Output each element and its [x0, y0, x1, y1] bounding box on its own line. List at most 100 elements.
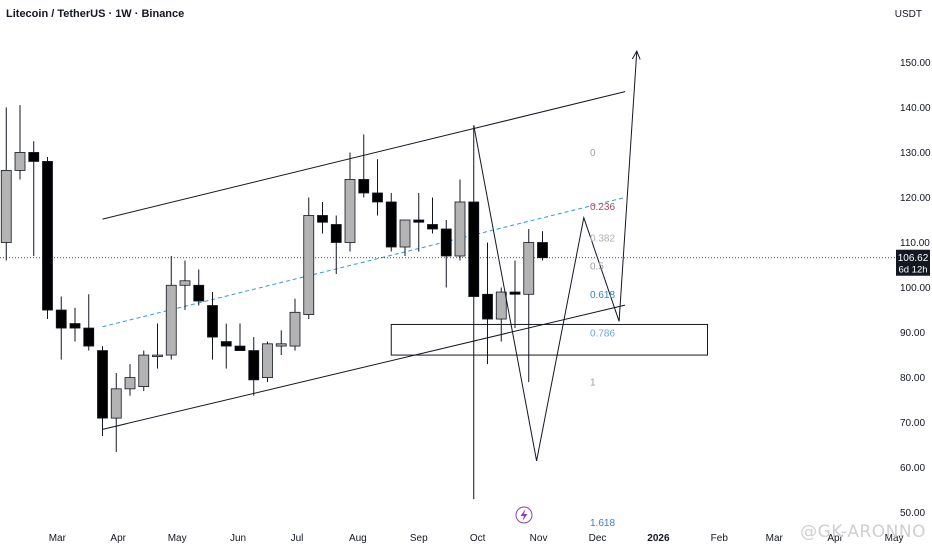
candle: [413, 192, 425, 252]
candle-body: [248, 350, 260, 381]
candle-body: [165, 284, 177, 356]
x-tick-label: Jun: [230, 533, 246, 544]
fib-level-label: 1: [590, 378, 596, 389]
candle: [193, 269, 205, 306]
fib-level-label: 0.382: [590, 233, 615, 244]
fib-dashed-line: [102, 196, 626, 328]
y-tick-label: 60.00: [900, 463, 925, 474]
candle-body: [179, 280, 191, 286]
candle: [97, 346, 108, 437]
fib-level-label: 0: [590, 148, 596, 159]
candle-body: [440, 228, 452, 257]
candle-body: [110, 388, 122, 419]
x-tick-label: 2026: [647, 533, 670, 544]
candle: [262, 341, 273, 383]
candle-body: [207, 305, 218, 338]
candle: [303, 197, 315, 320]
y-tick-label: 70.00: [900, 418, 925, 429]
candle-body: [97, 350, 108, 419]
y-tick-label: 110.00: [900, 238, 930, 249]
candle-body: [289, 311, 301, 347]
projection-arrowhead: [631, 49, 641, 60]
candle-body: [454, 201, 466, 257]
candle: [248, 337, 260, 396]
candle-body: [413, 219, 425, 223]
candle-body: [344, 179, 356, 243]
candle-body: [14, 152, 26, 171]
support-zone-layer: [390, 323, 708, 356]
lightning-bolt-icon[interactable]: [515, 506, 533, 524]
currency-label: USDT: [894, 9, 922, 20]
price-tag-value: 106.62: [898, 253, 929, 264]
candle: [385, 192, 397, 252]
chart-title: Litecoin / TetherUS · 1W · Binance: [6, 8, 185, 20]
y-tick-label: 50.00: [900, 508, 925, 519]
candle: [124, 364, 136, 396]
candle: [399, 219, 411, 257]
candle-body: [138, 354, 150, 387]
candle-body: [537, 242, 548, 259]
x-tick-label: Mar: [766, 533, 784, 544]
x-tick-label: Aug: [349, 533, 367, 544]
candle-body: [28, 152, 40, 162]
x-tick-label: Feb: [711, 533, 729, 544]
candle-body: [275, 343, 287, 347]
y-tick-label: 100.00: [900, 283, 931, 294]
candle-body: [69, 323, 81, 329]
candle-body: [468, 201, 480, 297]
projection-path: [473, 51, 638, 461]
x-tick-label: Nov: [530, 533, 548, 544]
fib-level-label: 0.786: [590, 329, 615, 340]
candle-body: [358, 179, 370, 194]
candle-body: [0, 170, 12, 243]
projection-layer: [473, 49, 641, 461]
candle-body: [427, 224, 438, 230]
candle-body: [330, 224, 342, 243]
candle-body: [42, 161, 53, 311]
candle-body: [262, 343, 273, 378]
candle-body: [523, 242, 535, 295]
candle: [179, 260, 191, 311]
candle: [0, 107, 12, 261]
watermark: @GK-ARONNO: [800, 522, 926, 542]
candle: [42, 156, 53, 320]
candle: [440, 219, 452, 288]
y-tick-label: 90.00: [900, 328, 925, 339]
y-tick-label: 120.00: [900, 193, 931, 204]
candle: [537, 231, 548, 261]
candle: [344, 152, 356, 252]
candle: [330, 215, 342, 275]
candle: [69, 307, 81, 342]
candle-body: [495, 291, 507, 320]
fib-level-label: 0.618: [590, 290, 615, 301]
candle-body: [317, 215, 328, 223]
candle: [152, 323, 163, 369]
candle: [509, 260, 521, 329]
x-tick-label: Apr: [110, 533, 126, 544]
price-tag-box: [896, 249, 930, 276]
x-tick-label: May: [885, 533, 904, 544]
x-tick-label: May: [168, 533, 187, 544]
candle-body: [124, 377, 136, 390]
candle: [234, 323, 246, 351]
candle-body: [399, 219, 411, 248]
candle-body: [234, 345, 246, 351]
price-tag-countdown: 6d 12h: [898, 265, 927, 276]
y-tick-label: 130.00: [900, 148, 931, 159]
candle-body: [152, 354, 163, 357]
candle: [317, 201, 328, 234]
y-tick-label: 150.00: [900, 58, 931, 69]
candle: [55, 296, 67, 360]
candle: [495, 287, 507, 342]
candle: [427, 197, 438, 234]
candle: [454, 179, 466, 261]
candle: [358, 134, 370, 198]
candle: [372, 159, 383, 216]
y-tick-label: 140.00: [900, 103, 931, 114]
support-zone-box: [390, 323, 708, 356]
candle-body: [509, 291, 521, 295]
candle: [14, 105, 26, 180]
y-tick-label: 80.00: [900, 373, 925, 384]
x-axis: Mar Apr May Jun Jul Aug Sep Oct Nov Dec 2026 Feb Mar…: [49, 533, 904, 544]
